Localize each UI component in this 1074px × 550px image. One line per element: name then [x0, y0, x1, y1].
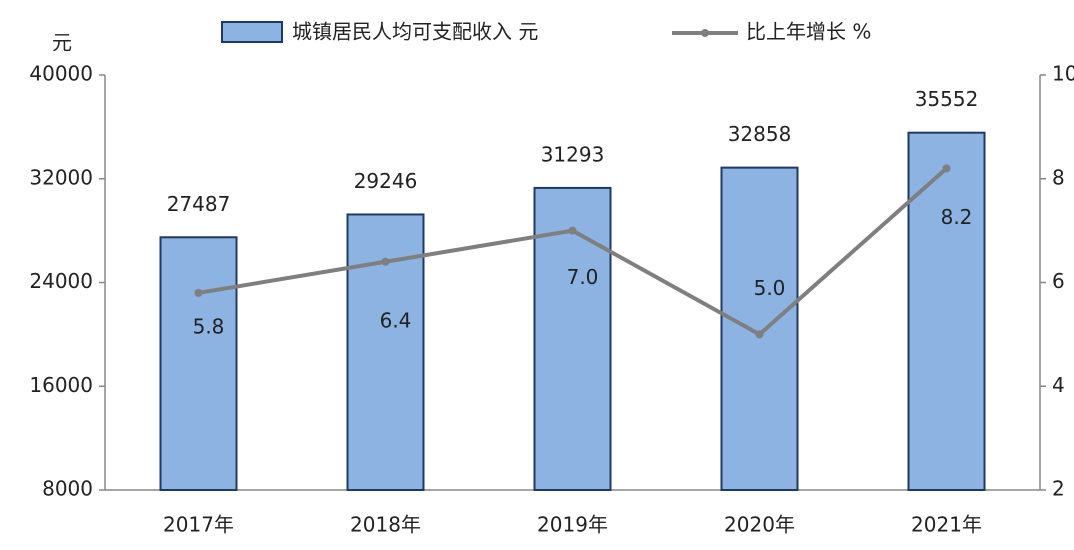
x-tick-label: 2019年	[537, 513, 608, 537]
y-tick-label: 16000	[29, 373, 93, 397]
bar-value-label: 31293	[541, 142, 605, 166]
bar-value-label: 32858	[728, 122, 792, 146]
x-tick-label: 2018年	[350, 513, 421, 537]
line-marker	[194, 288, 203, 297]
y-tick-label: 32000	[29, 165, 93, 189]
line-value-label: 8.2	[941, 205, 973, 229]
x-tick-label: 2017年	[163, 513, 234, 537]
line-marker	[755, 330, 764, 339]
bar-value-label: 27487	[167, 192, 231, 216]
y-tick-label: 40000	[29, 62, 93, 86]
legend-swatch	[221, 21, 283, 43]
y2-tick-label: 2	[1052, 477, 1065, 501]
x-tick-label: 2020年	[724, 513, 795, 537]
bar	[346, 213, 425, 491]
legend-label: 比上年增长 %	[746, 20, 871, 44]
x-tick-label: 2021年	[911, 513, 982, 537]
y2-tick-label: 6	[1052, 269, 1065, 293]
y-axis-label: 元	[52, 31, 72, 55]
line-value-label: 6.4	[380, 308, 412, 332]
line-value-label: 5.0	[754, 276, 786, 300]
bar-value-label: 29246	[354, 169, 418, 193]
bar	[720, 166, 799, 492]
line-marker	[381, 257, 390, 266]
bar	[907, 131, 986, 491]
y2-tick-label: 10	[1052, 62, 1074, 86]
line-marker	[942, 164, 951, 173]
line-marker	[568, 226, 577, 235]
y2-tick-label: 4	[1052, 373, 1065, 397]
y2-tick-label: 8	[1052, 165, 1065, 189]
bar	[533, 186, 612, 491]
line-value-label: 5.8	[193, 314, 225, 338]
legend-label: 城镇居民人均可支配收入 元	[292, 20, 538, 44]
y-tick-label: 24000	[29, 269, 93, 293]
bar	[159, 236, 238, 491]
legend-swatch	[701, 29, 709, 37]
bar-value-label: 35552	[915, 87, 979, 111]
line-value-label: 7.0	[567, 265, 599, 289]
y-tick-label: 8000	[42, 477, 93, 501]
